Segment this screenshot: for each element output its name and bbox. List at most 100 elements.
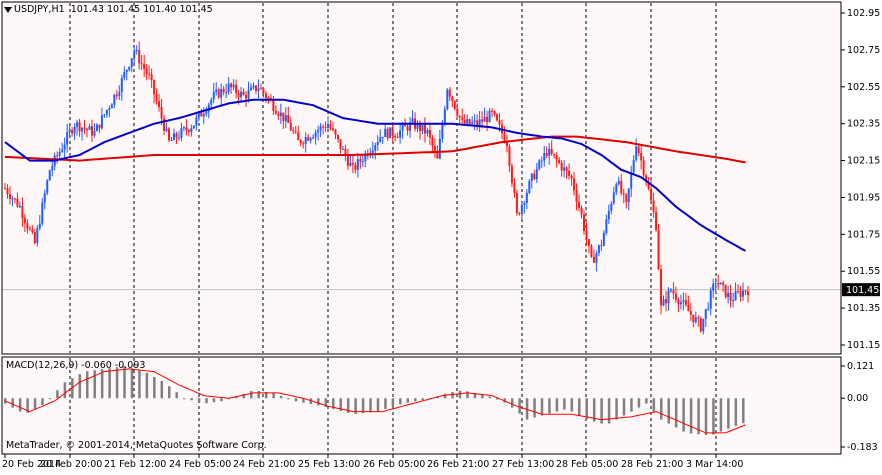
candle-body <box>4 188 6 190</box>
candle-body <box>560 162 563 171</box>
price-tick-label: 101.15 <box>847 340 880 351</box>
candle-body <box>508 146 511 167</box>
candle-body <box>374 144 377 151</box>
candle-body <box>68 130 71 133</box>
time-tick-label: 21 Feb 12:00 <box>104 459 166 470</box>
time-tick-label: 24 Feb 05:00 <box>169 459 231 470</box>
candle-body <box>724 284 727 298</box>
candle-body <box>515 193 518 213</box>
candle-body <box>341 148 344 150</box>
macd-bar <box>287 398 290 400</box>
candle-body <box>379 137 382 142</box>
candle-body <box>558 159 561 163</box>
macd-bar <box>734 398 738 426</box>
macd-bar <box>123 366 126 399</box>
candle-body <box>185 127 188 131</box>
candle-body <box>473 120 476 123</box>
candle-body <box>76 122 79 127</box>
macd-bar <box>689 398 693 434</box>
candle-body <box>647 181 650 189</box>
candle-body <box>640 152 643 161</box>
candle-body <box>386 128 389 139</box>
candle-body <box>411 118 414 123</box>
symbol-icon <box>4 6 12 13</box>
candle-body <box>389 127 392 139</box>
candle-body <box>443 109 446 125</box>
time-tick-label: 20 Feb 2014 <box>2 459 61 470</box>
price-tick-label: 102.35 <box>847 119 880 130</box>
candle-body <box>163 118 166 131</box>
candle-body <box>267 98 270 100</box>
candle-body <box>428 130 431 138</box>
candle-body <box>354 164 357 170</box>
macd-bar <box>339 398 342 411</box>
candle-body <box>438 138 441 159</box>
candle-body <box>553 153 556 156</box>
candle-body <box>46 180 49 194</box>
macd-bar <box>712 398 715 435</box>
macd-bar <box>346 398 350 413</box>
candle-body <box>597 245 600 254</box>
candle-body <box>727 292 730 298</box>
candle-body <box>543 153 546 161</box>
candle-body <box>272 100 275 111</box>
macd-bar <box>250 391 253 399</box>
candle-body <box>170 139 173 141</box>
candle-body <box>709 290 712 309</box>
candle-body <box>242 91 245 95</box>
candle-body <box>292 130 295 132</box>
candle-body <box>175 133 178 138</box>
candle-body <box>486 116 489 122</box>
candle-body <box>302 143 305 145</box>
candle-body <box>592 256 595 263</box>
macd-bar <box>630 398 633 412</box>
macd-bar <box>160 380 164 399</box>
candle-body <box>294 131 297 133</box>
macd-bar <box>153 376 156 399</box>
macd-signal-line <box>4 368 746 434</box>
candle-body <box>717 283 720 285</box>
candle-body <box>642 160 645 176</box>
candle-body <box>61 149 64 152</box>
candle-body <box>585 231 588 240</box>
macd-bar <box>570 398 574 412</box>
macd-bar <box>175 392 178 399</box>
candle-body <box>396 137 399 139</box>
candle-body <box>595 253 598 263</box>
macd-bar <box>182 398 186 400</box>
candle-body <box>247 90 250 99</box>
candle-body <box>582 214 585 232</box>
candle-body <box>48 170 51 181</box>
candle-body <box>446 89 449 110</box>
candle-body <box>235 84 238 94</box>
macd-bar <box>294 398 298 402</box>
candle-body <box>498 120 501 125</box>
macd-bar <box>33 398 37 409</box>
macd-axis[interactable]: 0.121 0.00 -0.183 <box>841 361 878 453</box>
candle-body <box>476 120 479 126</box>
price-tick-label: 102.95 <box>847 8 880 19</box>
candle-body <box>58 151 61 156</box>
candle-body <box>297 132 300 141</box>
price-axis[interactable]: 102.95 102.75 102.55 102.35 102.15 101.95 101.… <box>841 8 880 351</box>
macd-bar <box>637 398 641 408</box>
candle-body <box>361 161 364 163</box>
candle-body <box>38 223 41 229</box>
macd-bar <box>742 398 745 424</box>
candle-body <box>304 137 307 144</box>
macd-bar <box>190 398 193 401</box>
macd-bar <box>145 372 149 399</box>
macd-bar <box>391 398 395 407</box>
candle-body <box>426 130 429 134</box>
candle-body <box>615 184 618 193</box>
candle-body <box>245 94 248 99</box>
candle-body <box>220 88 223 98</box>
candle-body <box>309 138 312 141</box>
macd-bar <box>652 398 656 412</box>
candle-body <box>143 63 146 69</box>
candle-body <box>133 50 136 59</box>
candle-body <box>110 104 113 109</box>
